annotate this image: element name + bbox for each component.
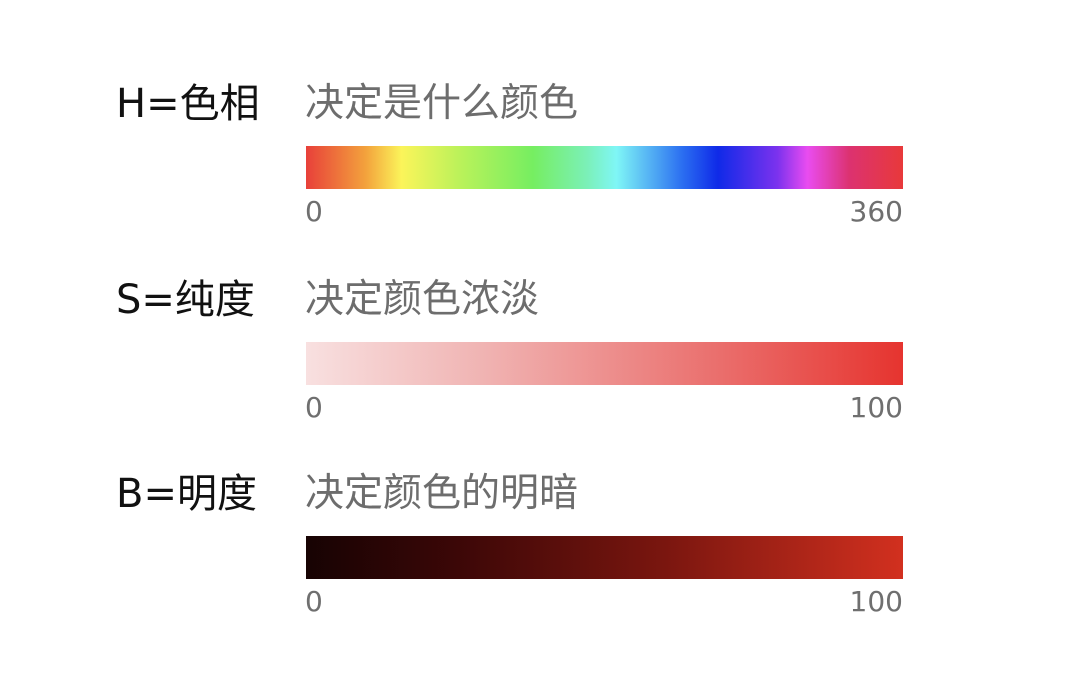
hue-description: 决定是什么颜色 xyxy=(305,81,579,126)
brightness-gradient-bar xyxy=(306,536,903,579)
saturation-row: S=纯度 决定颜色浓淡 0 100 xyxy=(0,266,1090,446)
saturation-min-label: 0 xyxy=(305,391,323,424)
brightness-label: B=明度 xyxy=(116,471,257,517)
saturation-max-label: 100 xyxy=(849,391,903,424)
saturation-label: S=纯度 xyxy=(116,277,255,323)
saturation-description: 决定颜色浓淡 xyxy=(305,277,540,322)
brightness-min-label: 0 xyxy=(305,585,323,618)
hue-row: H=色相 决定是什么颜色 0 360 xyxy=(0,70,1090,250)
hue-min-label: 0 xyxy=(305,195,323,228)
brightness-row: B=明度 决定颜色的明暗 0 100 xyxy=(0,460,1090,640)
brightness-description: 决定颜色的明暗 xyxy=(305,471,579,516)
brightness-max-label: 100 xyxy=(849,585,903,618)
hue-label: H=色相 xyxy=(116,81,260,127)
hue-gradient-bar xyxy=(306,146,903,189)
hue-max-label: 360 xyxy=(849,195,903,228)
saturation-gradient-bar xyxy=(306,342,903,385)
